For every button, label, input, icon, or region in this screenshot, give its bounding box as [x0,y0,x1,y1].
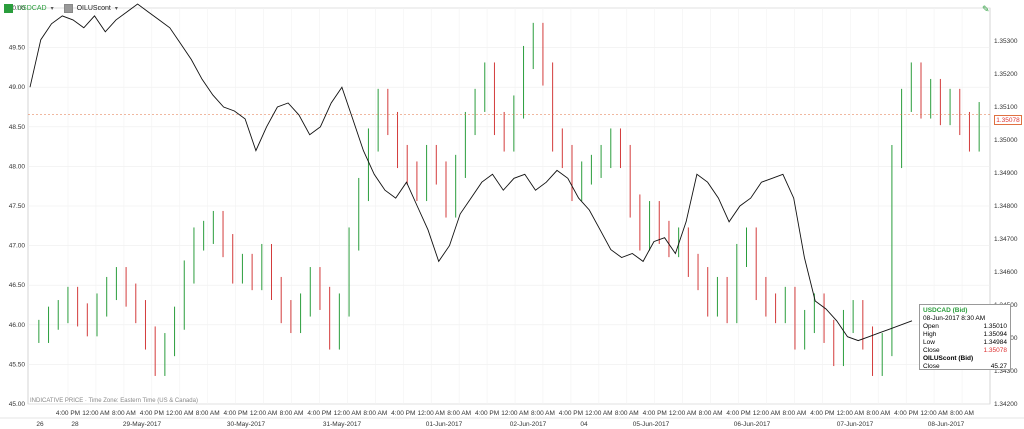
right-axis-tick: 1.35200 [994,71,1018,78]
tooltip-row: Low 1.34984 [923,339,1007,347]
tooltip-key: High [923,331,937,338]
time-tick-label: 12:00 AM [250,410,277,417]
tooltip-date: 08-Jun-2017 8:30 AM [923,315,986,322]
tooltip-key: Open [923,323,939,330]
oil-dropdown-icon[interactable]: ▾ [114,6,118,12]
left-axis-tick: 46.50 [9,282,26,289]
time-tick-label: 8:00 AM [363,410,387,417]
date-label: 26 [36,421,44,428]
left-axis-tick: 45.50 [9,361,26,368]
time-tick-label: 4:00 PM [475,410,499,417]
date-label: 05-Jun-2017 [633,421,670,428]
right-axis-tick: 1.35300 [994,38,1018,45]
tooltip-row: High 1.35094 [923,331,1007,339]
oil-series-line [29,3,913,342]
time-tick-label: 4:00 PM [643,410,667,417]
time-tick-label: 4:00 PM [56,410,80,417]
time-tick-label: 8:00 AM [782,410,806,417]
tooltip-title-2: OILUScont (Bid) [923,355,974,362]
tooltip-value: 1.35094 [983,331,1008,338]
time-tick-label: 12:00 AM [669,410,696,417]
left-axis-tick: 49.50 [9,45,26,52]
date-label: 04 [580,421,588,428]
pin-icon[interactable]: ✎ [982,4,990,14]
tooltip-row: Open 1.35010 [923,323,1007,331]
left-axis-tick: 46.00 [9,322,26,329]
footnote: INDICATIVE PRICE · Time Zone: Eastern Ti… [30,398,198,404]
tooltip-value: 1.35078 [983,347,1008,354]
time-tick-label: 8:00 AM [615,410,639,417]
date-label: 28 [71,421,79,428]
time-tick-label: 4:00 PM [559,410,583,417]
left-axis-tick: 48.50 [9,124,26,131]
left-axis-tick: 50.00 [9,5,26,12]
time-tick-label: 4:00 PM [307,410,331,417]
date-label: 29-May-2017 [123,421,162,428]
last-price-marker: 1.35078 [994,115,1022,125]
usdcad-dropdown-icon[interactable]: ▾ [50,6,54,12]
time-tick-label: 12:00 AM [837,410,864,417]
right-axis-tick: 1.34800 [994,203,1018,210]
chart-header: USDCAD ▾ OILUScont ▾ [4,4,124,13]
tooltip-row: Close 1.35078 [923,347,1007,355]
time-tick-label: 4:00 PM [810,410,834,417]
usdcad-legend-label[interactable]: USDCAD [17,5,47,12]
date-label: 07-Jun-2017 [837,421,874,428]
time-tick-label: 4:00 PM [894,410,918,417]
tooltip-key: Low [923,339,935,346]
right-axis-tick: 1.34200 [994,401,1018,408]
time-tick-label: 4:00 PM [391,410,415,417]
right-axis-tick: 1.34300 [994,368,1018,375]
tooltip-value: 1.34984 [983,339,1008,346]
oil-color-swatch[interactable] [63,4,73,13]
date-label: 08-Jun-2017 [928,421,965,428]
tooltip-key: Close [923,363,940,370]
tooltip-value: 1.35010 [983,323,1008,330]
tooltip-key: Close [923,347,940,354]
tooltip-value: 45.27 [990,363,1007,370]
time-tick-label: 8:00 AM [112,410,136,417]
time-tick-label: 8:00 AM [699,410,723,417]
time-tick-label: 12:00 AM [920,410,947,417]
left-axis-tick: 48.00 [9,163,26,170]
tooltip-title: USDCAD (Bid) [923,307,968,314]
time-tick-label: 8:00 AM [447,410,471,417]
time-tick-label: 12:00 AM [166,410,193,417]
oil-legend-label[interactable]: OILUScont [76,5,111,12]
time-tick-label: 8:00 AM [280,410,304,417]
time-tick-label: 8:00 AM [866,410,890,417]
left-axis-tick: 45.00 [9,401,26,408]
usdcad-color-swatch[interactable] [4,4,13,13]
time-tick-label: 12:00 AM [334,410,361,417]
time-tick-label: 8:00 AM [531,410,555,417]
time-tick-label: 12:00 AM [501,410,528,417]
date-label: 31-May-2017 [323,421,362,428]
time-tick-label: 8:00 AM [950,410,974,417]
date-label: 06-Jun-2017 [734,421,771,428]
time-tick-label: 12:00 AM [82,410,109,417]
time-tick-label: 8:00 AM [196,410,220,417]
right-axis-tick: 1.35100 [994,104,1018,111]
tooltip-row: Close 45.27 [923,363,1007,371]
data-tooltip: USDCAD (Bid) 08-Jun-2017 8:30 AM Open 1.3… [919,304,1011,370]
time-tick-label: 12:00 AM [417,410,444,417]
right-axis-tick: 1.34700 [994,236,1018,243]
left-axis-tick: 47.50 [9,203,26,210]
date-label: 30-May-2017 [227,421,266,428]
date-label: 02-Jun-2017 [510,421,547,428]
date-label: 01-Jun-2017 [426,421,463,428]
right-axis-tick: 1.34600 [994,269,1018,276]
left-axis-tick: 47.00 [9,243,26,250]
right-axis-tick: 1.35000 [994,137,1018,144]
left-axis-tick: 49.00 [9,84,26,91]
right-axis-tick: 1.34900 [994,170,1018,177]
time-tick-label: 12:00 AM [585,410,612,417]
time-tick-label: 4:00 PM [726,410,750,417]
time-tick-label: 4:00 PM [224,410,248,417]
time-tick-label: 12:00 AM [753,410,780,417]
time-tick-label: 4:00 PM [140,410,164,417]
